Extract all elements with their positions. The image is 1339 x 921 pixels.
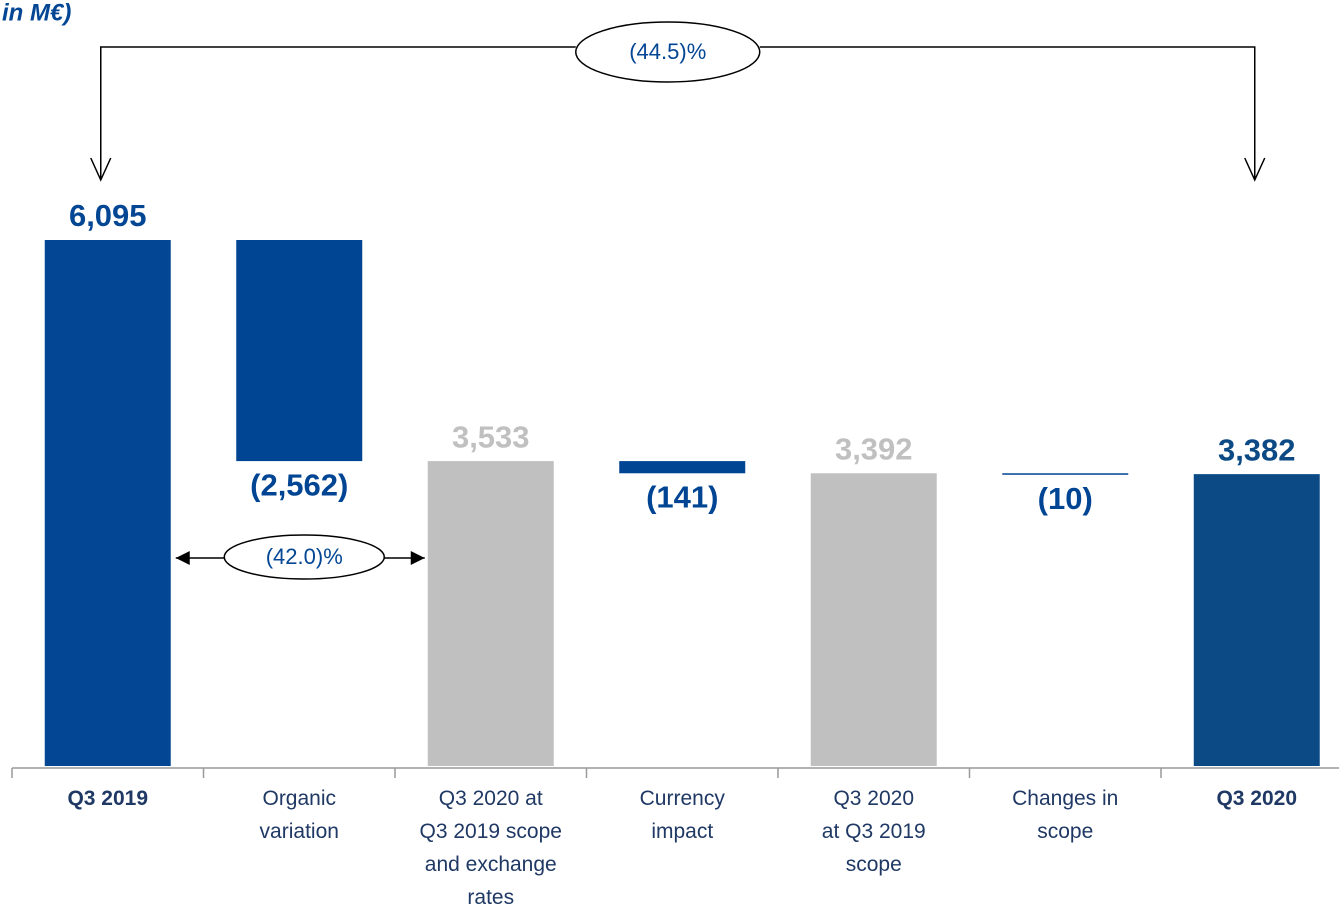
bar	[427, 461, 554, 766]
value-label: 6,095	[69, 198, 147, 233]
arrowhead	[175, 551, 190, 565]
value-label: 3,392	[835, 431, 913, 466]
value-label: (2,562)	[250, 467, 348, 502]
value-label: (10)	[1038, 481, 1093, 516]
bar	[1002, 473, 1129, 475]
bar	[236, 240, 363, 462]
annotation-bubble	[223, 534, 385, 580]
annotation: (42.0)%	[266, 544, 343, 569]
value-label: 3,533	[452, 419, 530, 454]
x-tick-label: Q3 2020 at Q3 2019 scope	[821, 787, 926, 876]
bar	[619, 461, 746, 474]
x-tick-label: Q3 2020 at Q3 2019 scope and exchange ra…	[419, 787, 562, 909]
bar	[44, 240, 171, 766]
x-tick-label: Organic variation	[259, 787, 339, 843]
x-tick-label: Changes in scope	[1012, 787, 1119, 843]
arrowhead	[410, 551, 425, 565]
value-label: 3,382	[1218, 432, 1296, 467]
x-tick-label: Q3 2020	[1216, 787, 1298, 810]
arrowhead	[1244, 157, 1266, 182]
x-tick-label: Currency impact	[639, 787, 725, 843]
bracket	[100, 46, 1256, 180]
chart-title: in M€)	[2, 0, 71, 26]
annotation: (44.5)%	[629, 39, 706, 64]
x-tick-label: Q3 2019	[67, 787, 149, 810]
value-label: (141)	[646, 479, 718, 514]
bar	[810, 473, 937, 766]
bar	[1193, 474, 1320, 766]
arrowhead	[90, 157, 112, 182]
annotation-bubble	[575, 21, 761, 83]
